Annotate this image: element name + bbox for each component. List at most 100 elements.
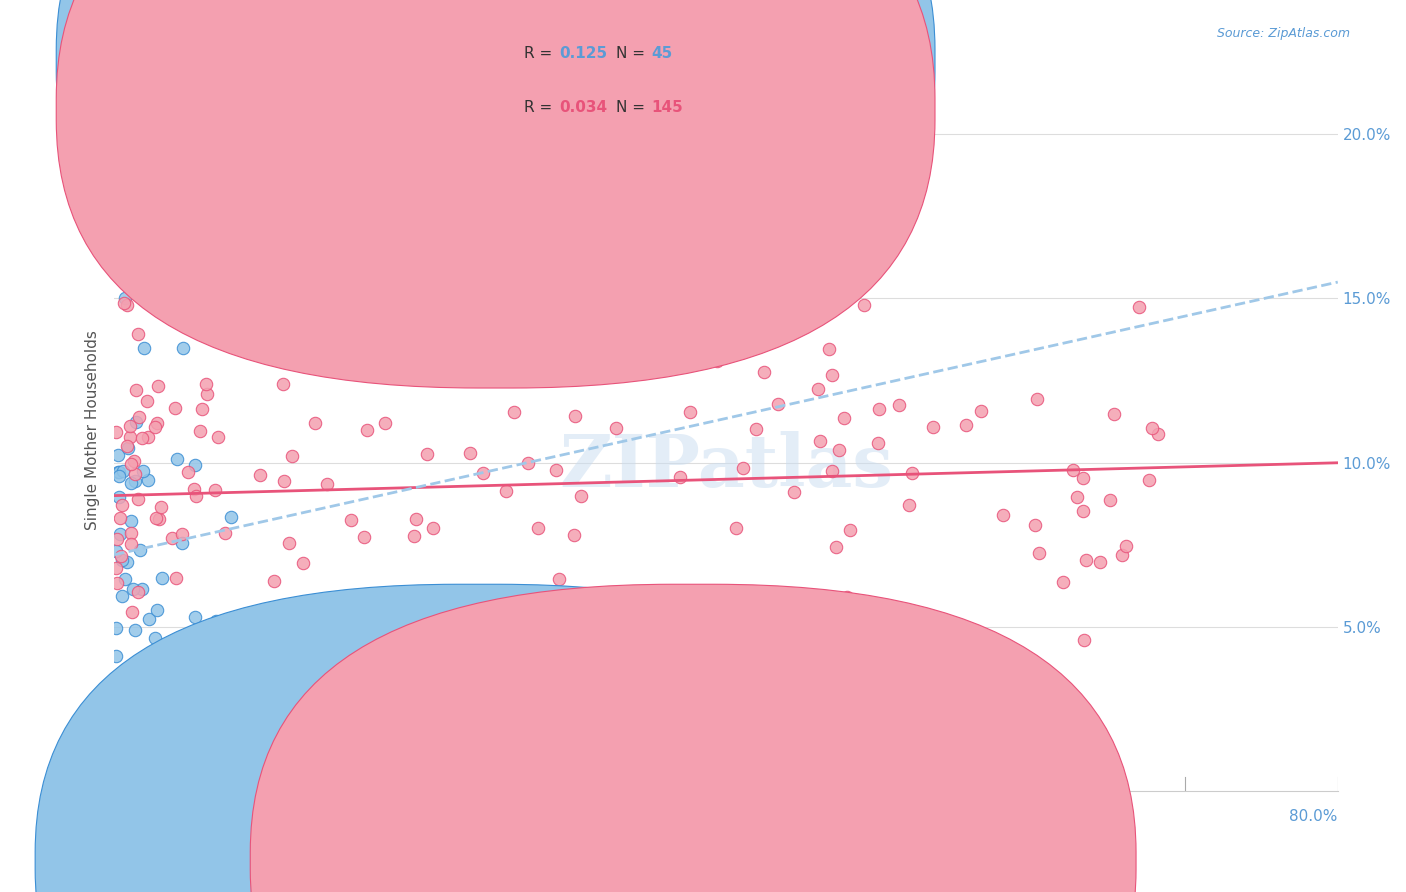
- Point: [1111, 549, 1133, 563]
- Point: [1066, 490, 1088, 504]
- Point: [127, 491, 149, 506]
- Point: [374, 416, 396, 430]
- Point: [955, 417, 977, 432]
- Point: [149, 668, 172, 682]
- Point: [120, 514, 142, 528]
- Point: [191, 402, 214, 417]
- Point: [145, 511, 167, 525]
- Point: [202, 292, 225, 306]
- Point: [1071, 504, 1094, 518]
- Point: [166, 452, 188, 467]
- Text: Chileans: Chileans: [502, 854, 567, 868]
- Text: R =: R =: [524, 46, 553, 61]
- Point: [897, 498, 920, 512]
- Point: [443, 368, 465, 382]
- Point: [205, 614, 228, 628]
- Point: [1098, 492, 1121, 507]
- Point: [991, 508, 1014, 523]
- Point: [835, 590, 858, 604]
- Point: [165, 571, 187, 585]
- Point: [122, 582, 145, 596]
- Point: [766, 397, 789, 411]
- Point: [1028, 546, 1050, 560]
- Point: [1073, 632, 1095, 647]
- Text: R =: R =: [524, 100, 553, 114]
- Point: [131, 464, 153, 478]
- Point: [136, 393, 159, 408]
- Point: [214, 525, 236, 540]
- Point: [706, 354, 728, 368]
- Point: [887, 398, 910, 412]
- Point: [114, 210, 136, 224]
- Point: [547, 572, 569, 586]
- Text: 145: 145: [651, 100, 683, 114]
- Point: [222, 260, 245, 275]
- Point: [839, 524, 862, 538]
- Text: N =: N =: [616, 46, 645, 61]
- Text: Immigrants from Caribbean: Immigrants from Caribbean: [668, 854, 879, 868]
- Point: [150, 500, 173, 514]
- Point: [605, 421, 627, 435]
- Point: [808, 434, 831, 449]
- Point: [219, 510, 242, 524]
- Point: [834, 410, 856, 425]
- Point: [118, 418, 141, 433]
- Point: [117, 441, 139, 455]
- Point: [249, 468, 271, 483]
- Point: [105, 560, 128, 574]
- Point: [146, 417, 169, 431]
- Point: [224, 155, 246, 169]
- Point: [725, 520, 748, 534]
- Point: [405, 512, 427, 526]
- Text: 0.0%: 0.0%: [114, 809, 153, 824]
- Point: [901, 467, 924, 481]
- Point: [1052, 574, 1074, 589]
- Point: [108, 527, 131, 541]
- Point: [422, 521, 444, 535]
- Point: [1074, 553, 1097, 567]
- Point: [150, 653, 173, 667]
- Point: [828, 442, 851, 457]
- Point: [546, 462, 568, 476]
- Point: [818, 342, 841, 356]
- Point: [571, 489, 593, 503]
- Point: [754, 365, 776, 379]
- Text: 45: 45: [651, 46, 672, 61]
- Point: [1088, 555, 1111, 569]
- Point: [363, 639, 385, 653]
- Point: [495, 484, 517, 499]
- Point: [172, 536, 194, 550]
- Point: [143, 631, 166, 645]
- Point: [278, 535, 301, 549]
- Point: [1140, 420, 1163, 434]
- Point: [1137, 473, 1160, 487]
- Point: [1128, 301, 1150, 315]
- Point: [669, 470, 692, 484]
- Point: [564, 409, 586, 423]
- Point: [111, 465, 134, 479]
- Point: [104, 425, 127, 440]
- Point: [136, 473, 159, 487]
- Point: [183, 458, 205, 472]
- Point: [356, 423, 378, 437]
- Point: [436, 338, 458, 352]
- Point: [921, 420, 943, 434]
- Point: [340, 297, 363, 311]
- Point: [127, 327, 149, 342]
- Point: [115, 439, 138, 453]
- Point: [134, 341, 156, 355]
- Point: [204, 242, 226, 256]
- Point: [204, 659, 226, 673]
- Point: [124, 686, 146, 700]
- Point: [120, 525, 142, 540]
- Point: [104, 544, 127, 558]
- Point: [679, 405, 702, 419]
- Point: [415, 447, 437, 461]
- Point: [124, 193, 146, 207]
- Point: [503, 405, 526, 419]
- Point: [107, 490, 129, 504]
- Point: [527, 521, 550, 535]
- Point: [118, 430, 141, 444]
- Point: [146, 603, 169, 617]
- Point: [111, 552, 134, 566]
